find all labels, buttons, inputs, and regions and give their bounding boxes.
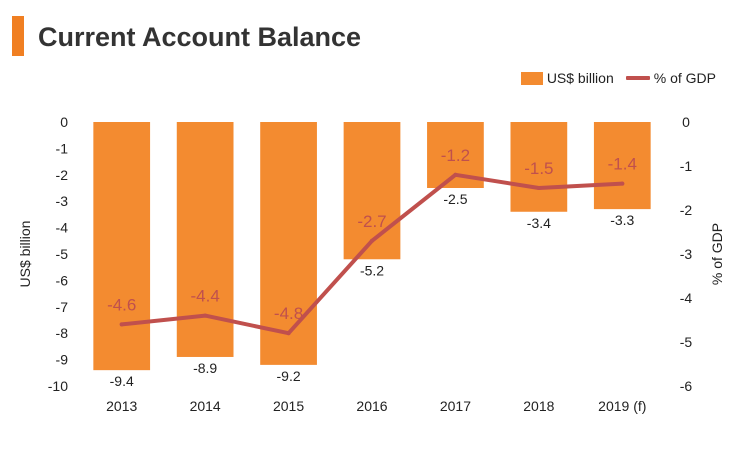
line-data-label: -1.2: [441, 146, 470, 165]
legend-item-line: % of GDP: [625, 70, 716, 86]
legend-label-bar: US$ billion: [546, 70, 614, 86]
y-left-tick-label: -5: [56, 246, 69, 262]
bar: [93, 122, 151, 371]
legend-label-line: % of GDP: [653, 70, 716, 86]
bar: [593, 122, 651, 210]
title-accent-bar: [12, 16, 24, 56]
bar-data-label: -5.2: [360, 262, 384, 278]
y-left-tick-label: -10: [48, 378, 68, 394]
bar-data-label: -2.5: [443, 191, 467, 207]
y-left-axis-title: US$ billion: [17, 221, 33, 288]
line-data-label: -4.6: [107, 295, 136, 314]
legend-item-bar: US$ billion: [520, 70, 614, 86]
y-left-tick-label: -7: [56, 299, 69, 315]
x-tick-label: 2018: [523, 398, 554, 414]
y-right-tick-label: -3: [680, 246, 693, 262]
x-tick-label: 2017: [440, 398, 471, 414]
bar-data-label: -9.4: [110, 373, 134, 389]
line-data-label: -4.8: [274, 304, 303, 323]
x-tick-label: 2015: [273, 398, 304, 414]
y-right-tick-label: -1: [680, 158, 693, 174]
x-tick-label: 2016: [356, 398, 387, 414]
bar-data-label: -8.9: [193, 360, 217, 376]
line-data-label: -1.5: [524, 159, 553, 178]
gdp-point: [620, 181, 625, 186]
gdp-point: [286, 331, 291, 336]
legend-swatch-bar: [520, 71, 543, 85]
x-tick-label: 2013: [106, 398, 137, 414]
y-right-axis-title: % of GDP: [709, 223, 725, 285]
bar-data-label: -3.3: [610, 212, 634, 228]
bar: [260, 122, 317, 365]
line-data-label: -4.4: [190, 287, 219, 306]
y-left-tick-label: -8: [56, 325, 69, 341]
y-right-tick-label: -4: [680, 290, 693, 306]
y-left-tick-label: -6: [56, 272, 69, 288]
x-tick-label: 2019 (f): [598, 398, 646, 414]
bar: [343, 122, 401, 260]
gdp-point: [370, 238, 374, 243]
y-right-tick-label: 0: [682, 114, 690, 130]
y-left-tick-label: -3: [56, 193, 69, 209]
y-right-tick-label: -2: [680, 202, 693, 218]
legend: US$ billion % of GDP: [509, 70, 716, 86]
gdp-point: [453, 172, 458, 177]
bar-data-label: -3.4: [527, 215, 551, 231]
line-data-label: -2.7: [357, 212, 386, 231]
y-right-tick-label: -6: [680, 378, 693, 394]
gdp-point: [119, 322, 124, 327]
y-left-tick-label: -2: [56, 167, 69, 183]
line-data-label: -1.4: [608, 155, 637, 174]
y-left-tick-label: -9: [56, 352, 69, 368]
legend-swatch-line: [625, 76, 650, 80]
chart-title: Current Account Balance: [38, 22, 362, 52]
y-left-tick-label: 0: [60, 114, 68, 130]
x-tick-label: 2014: [190, 398, 221, 414]
y-left-tick-label: -4: [56, 220, 69, 236]
bar: [510, 122, 568, 212]
y-right-tick-label: -5: [680, 334, 693, 350]
y-left-tick-label: -1: [56, 140, 69, 156]
gdp-point: [536, 186, 541, 190]
bar-data-label: -9.2: [277, 368, 301, 384]
gdp-point: [203, 313, 208, 318]
